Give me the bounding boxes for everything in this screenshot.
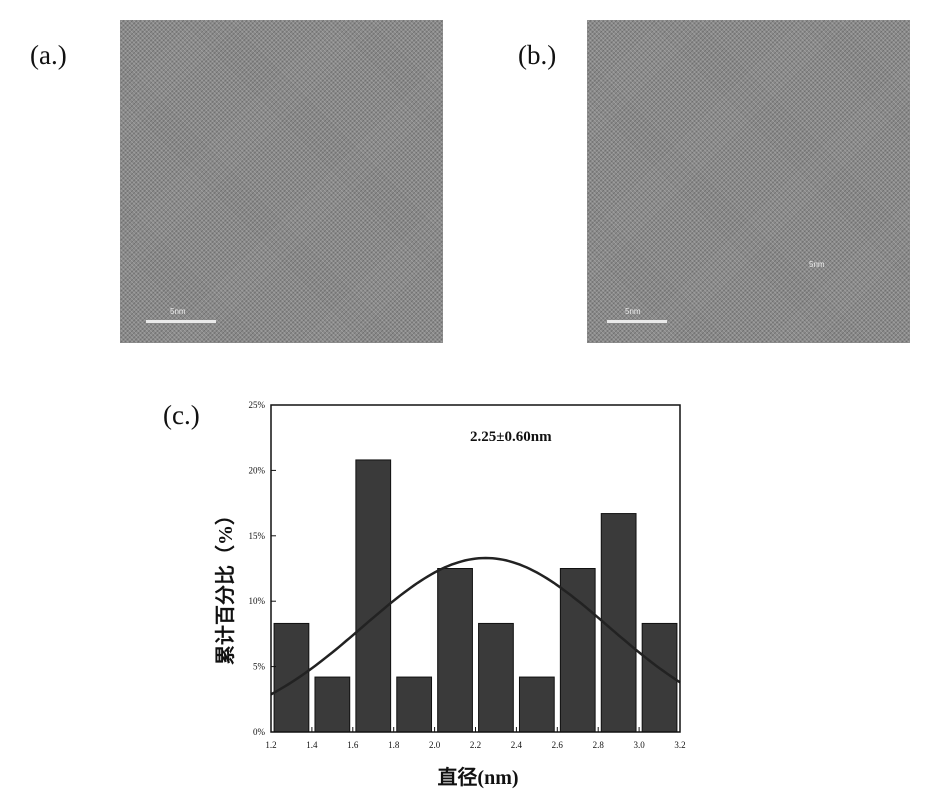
y-tick-label: 25% [249, 400, 266, 410]
x-tick-label: 2.6 [552, 740, 564, 750]
histogram-bar [273, 622, 310, 733]
mean-sd-annotation: 2.25±0.60nm [470, 429, 552, 445]
histogram-bar [396, 676, 433, 733]
panel-a-scale-text: 5nm [170, 307, 186, 316]
y-tick-label: 10% [249, 596, 266, 606]
histogram-bar [478, 622, 514, 733]
x-tick-label: 1.2 [265, 740, 276, 750]
panel-a-scale-bar [146, 320, 216, 323]
x-tick-label: 3.2 [674, 740, 685, 750]
y-tick-label: 0% [253, 727, 266, 737]
x-tick-label: 2.0 [429, 740, 441, 750]
histogram-bar [559, 568, 596, 733]
x-tick-label: 1.6 [347, 740, 359, 750]
y-axis-label: 累计百分比（%） [214, 505, 237, 665]
histogram-bar [437, 568, 473, 733]
histogram-bar [314, 676, 351, 733]
panel-c-label: (c.) [163, 400, 200, 430]
bars-layer [273, 459, 678, 733]
panel-a-micrograph: 5nm [120, 20, 443, 343]
gaussian-fit-curve [270, 556, 681, 696]
histogram-bar [355, 459, 392, 733]
ticks-layer: 1.2 1.4 1.6 1.8 2.0 2.2 2.4 2.6 2.8 3.0 3.2 0% 5% 10%… [249, 400, 686, 750]
x-axis-label: 直径(nm) [437, 765, 518, 789]
y-tick-label: 15% [249, 531, 266, 541]
panel-a-label: (a.) [30, 40, 67, 70]
x-tick-label: 2.2 [470, 740, 481, 750]
panel-b-scale-text: 5nm [625, 307, 641, 316]
x-tick-label: 1.4 [306, 740, 318, 750]
y-tick-label: 20% [249, 465, 266, 475]
x-tick-label: 2.4 [511, 740, 523, 750]
histogram-bar [600, 513, 637, 733]
panel-b-label: (b.) [518, 40, 557, 70]
panel-b-scale-bar [607, 320, 667, 323]
x-tick-label: 2.8 [593, 740, 605, 750]
x-tick-label: 3.0 [633, 740, 645, 750]
y-tick-label: 5% [253, 662, 266, 672]
panel-b-inset-text: 5nm [809, 260, 825, 269]
histogram-bar [518, 676, 555, 733]
panel-b-micrograph: 5nm 5nm [587, 20, 910, 343]
x-tick-label: 1.8 [388, 740, 400, 750]
